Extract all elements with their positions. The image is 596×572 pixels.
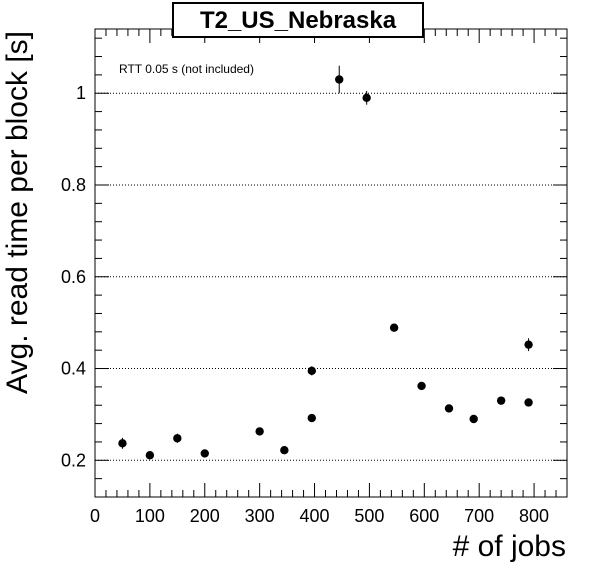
plot-frame [94,28,568,498]
data-point [335,75,344,84]
annotation-text: RTT 0.05 s (not included) [119,62,254,76]
data-point [524,398,533,407]
x-tick-label: 400 [300,506,330,526]
y-tick-label: 0.6 [61,267,86,287]
x-tick-label: 100 [135,506,165,526]
title-box [172,2,424,38]
x-tick-label: 300 [245,506,275,526]
x-tick-label: 700 [464,506,494,526]
data-point [118,439,127,448]
data-point [417,381,426,391]
data-point [362,93,371,103]
y-tick-label: 0.2 [61,450,86,470]
x-tick-label: 800 [519,506,549,526]
chart-title: T2_US_Nebraska [200,7,397,34]
y-tick-label: 0.8 [61,175,86,195]
data-point [389,323,399,332]
data-point [200,449,209,458]
y-axis-title: Avg. read time per block [s] [1,31,34,394]
data-point [469,414,478,424]
x-tick-label: 0 [90,506,100,526]
grid-lines [95,92,567,461]
x-axis-title: # of jobs [453,530,566,563]
data-point [255,427,264,436]
y-tick-label: 1 [76,83,86,103]
x-tick-label: 500 [354,506,384,526]
data-point [173,434,182,443]
data-point [307,413,316,423]
data-point [524,340,533,349]
data-point [145,451,155,460]
data-point [444,404,454,413]
data-point [496,396,506,405]
data-points [118,65,533,460]
axis-ticks [94,29,568,498]
x-tick-label: 200 [190,506,220,526]
x-tick-label: 600 [409,506,439,526]
tick-labels: 0.2 0.4 0.6 0.8 1 0 100 200 300 400 500 600 700 800 [61,83,549,526]
data-point [307,366,316,376]
y-tick-label: 0.4 [61,359,86,379]
data-point [280,446,289,455]
